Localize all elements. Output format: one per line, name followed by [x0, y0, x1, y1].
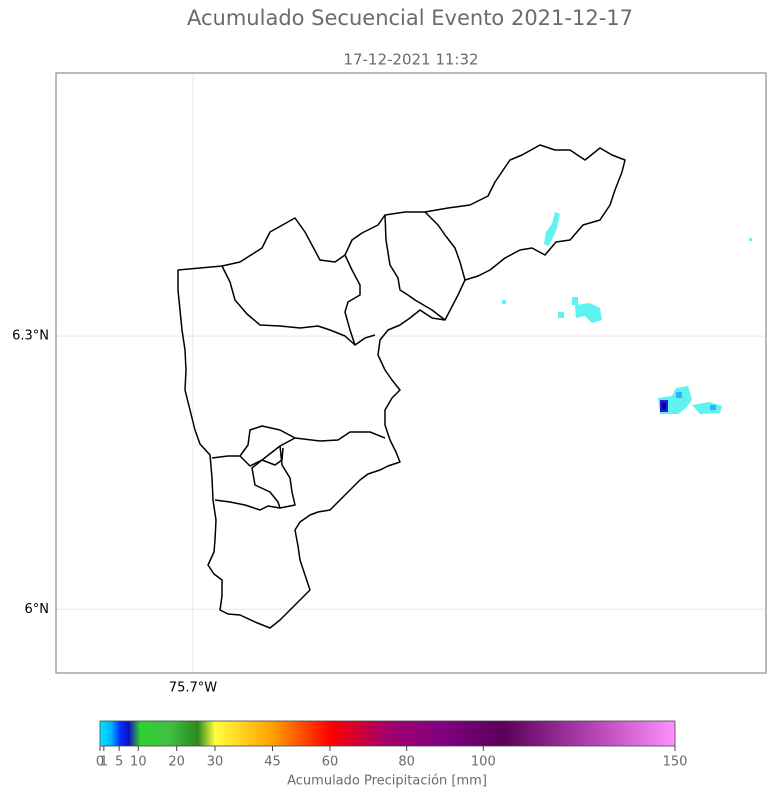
inner-boundary	[424, 211, 466, 281]
colorbar-tick-label: 150	[663, 755, 688, 770]
rain-cell	[544, 212, 560, 246]
y-tick-label: 6.3°N	[12, 329, 49, 344]
colorbar-tick-label: 30	[207, 755, 224, 770]
colorbar-tick-label: 20	[168, 755, 185, 770]
x-tick-label: 75.7°W	[169, 681, 217, 696]
subtitle: 17-12-2021 11:32	[343, 51, 478, 69]
colorbar-tick-label: 80	[398, 755, 415, 770]
grid-layer	[56, 73, 766, 673]
y-tick-label: 6°N	[25, 602, 50, 617]
rain-cell	[575, 303, 602, 323]
inner-boundary	[344, 254, 376, 346]
colorbar-tick-label: 60	[322, 755, 339, 770]
colorbar-tick-label: 1	[100, 755, 108, 770]
rain-cell	[676, 392, 682, 398]
rain-cell	[749, 238, 752, 241]
inner-boundary	[251, 459, 281, 509]
precipitation	[502, 212, 752, 414]
rain-cell	[692, 402, 722, 414]
rain-cell	[502, 300, 506, 304]
colorbar-tick-label: 10	[130, 755, 147, 770]
rain-cell	[558, 312, 564, 318]
colorbar-label: Acumulado Precipitación [mm]	[287, 774, 487, 789]
region-outline	[177, 144, 626, 629]
inner-boundary	[294, 431, 386, 442]
rain-cell	[572, 297, 578, 305]
colorbar-tick-label: 5	[115, 755, 123, 770]
rain-cell	[710, 405, 716, 410]
colorbar-ticks: 01 5 10 20 30 45 60 80 100 150	[96, 746, 688, 770]
rain-cell	[662, 403, 666, 409]
boundaries	[177, 144, 626, 629]
colorbar	[99, 720, 676, 747]
axis-labels: 6.3°N 6°N 75.7°W	[12, 329, 217, 696]
inner-boundary	[384, 214, 446, 321]
title: Acumulado Secuencial Evento 2021-12-17	[187, 6, 633, 30]
map-frame	[55, 72, 767, 674]
colorbar-tick-label: 0	[96, 755, 104, 770]
colorbar-tick-label: 45	[264, 755, 281, 770]
inner-boundary	[221, 265, 356, 346]
colorbar-tick-label: 100	[471, 755, 496, 770]
